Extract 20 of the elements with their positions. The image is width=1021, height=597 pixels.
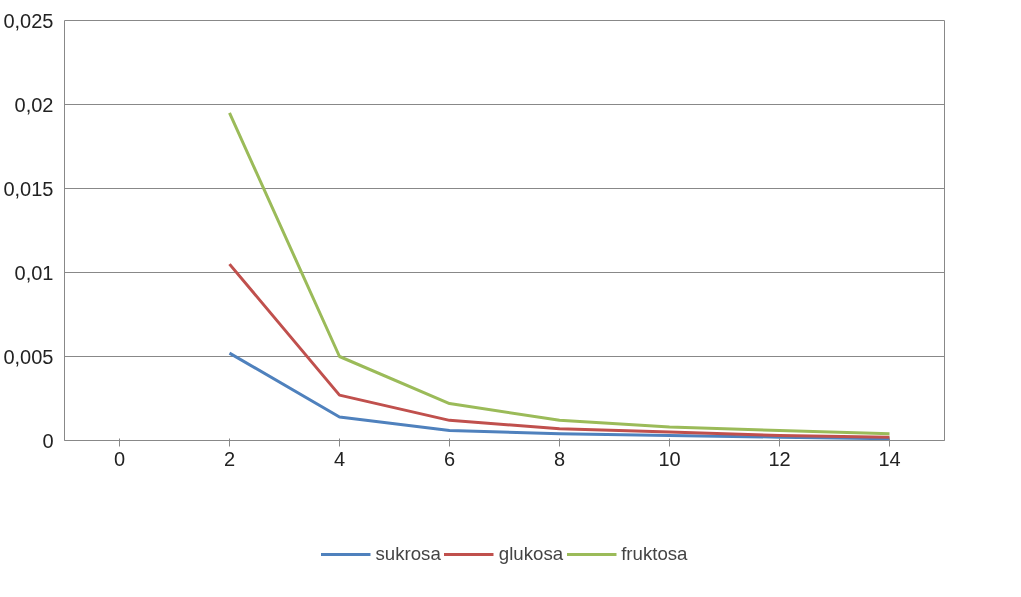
x-tick-label: 2: [223, 447, 236, 470]
legend-label: sukrosa: [375, 543, 441, 565]
line-series: [228, 351, 891, 441]
legend-label: glukosa: [498, 543, 564, 565]
line-series: [228, 262, 891, 439]
x-tick-label: 0: [113, 447, 126, 470]
x-tick-label: 8: [553, 447, 566, 470]
x-tick-label: 6: [443, 447, 456, 470]
x-tick-label: 14: [878, 447, 901, 470]
y-tick-label: 0: [42, 429, 54, 452]
y-tick-label: 0,025: [3, 9, 54, 32]
x-tick-label: 12: [768, 447, 791, 470]
y-tick-label: 0,015: [3, 177, 54, 200]
y-tick-label: 0,005: [3, 345, 54, 368]
y-tick-label: 0,02: [14, 93, 54, 116]
y-tick-label: 0,01: [14, 261, 54, 284]
legend-label: fruktosa: [621, 543, 688, 565]
line-series: [228, 111, 891, 436]
x-tick-label: 4: [333, 447, 346, 470]
x-tick-label: 10: [658, 447, 681, 470]
